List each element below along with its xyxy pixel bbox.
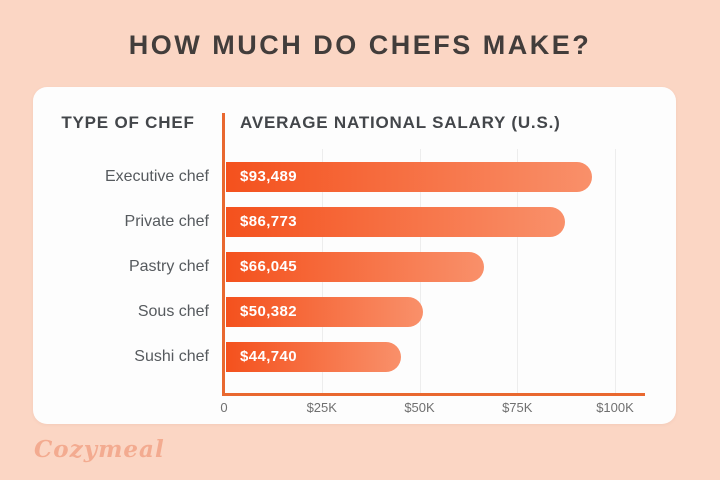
column-header-average-salary: AVERAGE NATIONAL SALARY (U.S.) xyxy=(240,113,561,132)
x-axis-tick-label: $100K xyxy=(596,400,634,415)
column-header-type-of-chef: TYPE OF CHEF xyxy=(61,113,195,132)
category-label: Executive chef xyxy=(104,168,209,185)
bar-executive-chef: $93,489 xyxy=(226,162,592,192)
category-label: Pastry chef xyxy=(128,258,209,275)
cozymeal-logo: Cozymeal xyxy=(34,436,165,463)
chart-card: TYPE OF CHEF AVERAGE NATIONAL SALARY (U.… xyxy=(33,87,676,424)
x-axis-line xyxy=(222,393,645,396)
bar-value-label: $66,045 xyxy=(240,258,298,275)
x-axis-tick-label: $75K xyxy=(502,400,533,415)
bar-value-label: $86,773 xyxy=(240,213,298,230)
category-label: Private chef xyxy=(124,213,209,230)
gridline xyxy=(517,149,519,393)
bar-private-chef: $86,773 xyxy=(226,207,566,237)
x-axis-tick-label: $50K xyxy=(404,400,435,415)
x-axis-tick-label: $25K xyxy=(306,400,337,415)
bar-pastry-chef: $66,045 xyxy=(226,252,485,282)
category-label: Sushi chef xyxy=(134,348,209,365)
gridline xyxy=(615,149,616,393)
category-label: Sous chef xyxy=(137,303,209,320)
x-axis-tick-label: 0 xyxy=(220,400,228,415)
bar-value-label: $44,740 xyxy=(240,348,298,365)
bar-value-label: $93,489 xyxy=(240,168,298,185)
bar-sous-chef: $50,382 xyxy=(226,297,423,327)
bar-value-label: $50,382 xyxy=(240,303,298,320)
page-title: HOW MUCH DO CHEFS MAKE? xyxy=(128,30,592,60)
y-axis-line xyxy=(222,113,225,393)
bar-sushi-chef: $44,740 xyxy=(226,342,401,372)
